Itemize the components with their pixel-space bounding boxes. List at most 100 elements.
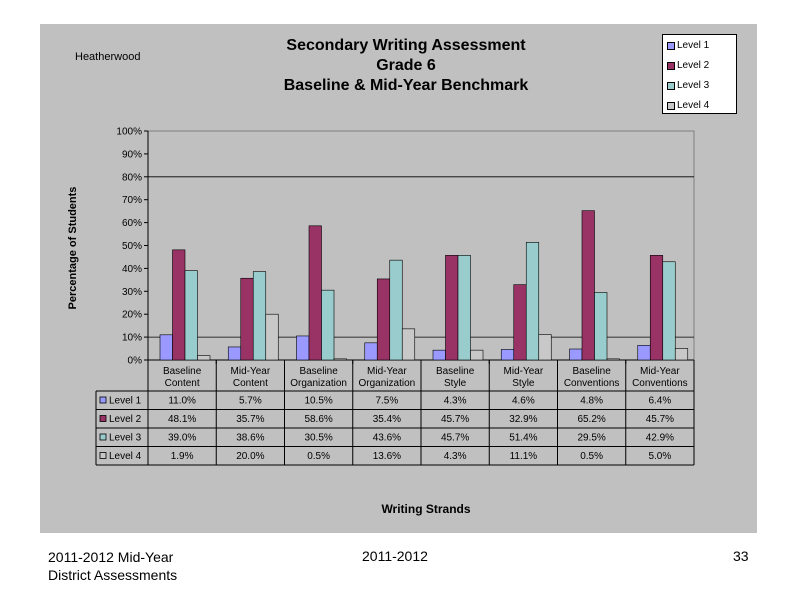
- table-swatch-level-2: [99, 415, 107, 422]
- bar-level-3: [389, 259, 403, 361]
- bar-level-3: [321, 289, 335, 361]
- bar-level-3: [594, 292, 608, 361]
- table-cell: 42.9%: [646, 433, 674, 444]
- bar-level-1: [364, 342, 378, 361]
- table-cell: 10.5%: [304, 396, 332, 407]
- table-cell: 39.0%: [168, 433, 196, 444]
- table-row-label: Level 3: [109, 433, 142, 444]
- table-cell: 35.7%: [236, 414, 264, 425]
- bar-level-2: [581, 210, 595, 361]
- bar-level-4: [197, 355, 211, 361]
- x-axis-label: Writing Strands: [381, 502, 471, 516]
- table-cell: 29.5%: [577, 433, 605, 444]
- bar-level-1: [500, 349, 515, 361]
- bar-level-4: [470, 349, 484, 361]
- table-cell: 1.9%: [171, 451, 194, 462]
- category-label: Conventions: [564, 378, 620, 389]
- category-label: Content: [233, 378, 268, 389]
- footer-left-line-2: District Assessments: [48, 567, 178, 583]
- table-cell: 45.7%: [441, 414, 469, 425]
- bar-level-2: [172, 249, 186, 361]
- bar-level-4: [265, 313, 279, 361]
- category-label: Organization: [290, 378, 347, 389]
- table-cell: 30.5%: [304, 433, 332, 444]
- y-tick-label: 60%: [122, 218, 142, 229]
- table-cell: 65.2%: [577, 414, 605, 425]
- bar-level-2: [445, 255, 459, 361]
- bar-level-1: [569, 348, 583, 361]
- category-label: Organization: [359, 378, 416, 389]
- y-tick-label: 40%: [122, 264, 142, 275]
- bar-level-2: [376, 278, 391, 361]
- legend-item-level-2: Level 2: [667, 60, 709, 72]
- legend-label: Level 3: [677, 80, 710, 91]
- y-tick-label: 30%: [122, 287, 142, 298]
- table-row-label: Level 1: [109, 396, 142, 407]
- y-tick-label: 80%: [122, 172, 142, 183]
- category-label: Style: [512, 378, 535, 389]
- table-cell: 5.7%: [239, 396, 262, 407]
- table-row-label: Level 4: [109, 451, 142, 462]
- category-label: Baseline: [163, 366, 202, 377]
- category-label: Mid-Year: [504, 366, 544, 377]
- category-label: Conventions: [632, 378, 688, 389]
- category-label: Baseline: [436, 366, 475, 377]
- table-cell: 13.6%: [373, 451, 401, 462]
- y-tick-label: 20%: [122, 310, 142, 321]
- plot-area: [147, 130, 695, 361]
- y-tick-label: 90%: [122, 149, 142, 160]
- bar-level-1: [432, 349, 446, 361]
- page-number: 33: [733, 548, 749, 564]
- bar-level-2: [308, 225, 322, 361]
- table-swatch-level-4: [99, 452, 107, 459]
- legend-swatch-level-2: [667, 62, 675, 70]
- y-tick-label: 50%: [122, 241, 142, 252]
- category-label: Style: [444, 378, 467, 389]
- table-cell: 45.7%: [646, 414, 674, 425]
- y-tick-label: 100%: [116, 127, 142, 138]
- bar-level-1: [637, 345, 651, 361]
- bar-level-2: [513, 284, 527, 361]
- chart-title: Secondary Writing Assessment Grade 6 Bas…: [236, 36, 576, 96]
- chart-legend: Level 1 Level 2 Level 3 Level 4: [662, 34, 737, 114]
- table-swatch-level-3: [99, 433, 107, 441]
- category-label: Content: [165, 378, 200, 389]
- title-line-2: Grade 6: [376, 57, 436, 74]
- legend-item-level-3: Level 3: [667, 80, 710, 92]
- y-tick-label: 70%: [122, 195, 142, 206]
- bar-level-4: [674, 348, 689, 361]
- table-cell: 45.7%: [441, 433, 469, 444]
- table-cell: 5.0%: [648, 451, 671, 462]
- table-cell: 0.5%: [580, 451, 603, 462]
- bar-level-1: [296, 335, 310, 361]
- table-cell: 38.6%: [236, 433, 264, 444]
- table-cell: 20.0%: [236, 451, 264, 462]
- table-cell: 7.5%: [375, 396, 398, 407]
- table-row-label: Level 2: [109, 414, 142, 425]
- legend-swatch-level-3: [667, 82, 675, 90]
- table-cell: 4.6%: [512, 396, 535, 407]
- table-cell: 4.3%: [444, 396, 467, 407]
- table-cell: 43.6%: [373, 433, 401, 444]
- category-label: Baseline: [572, 366, 611, 377]
- table-cell: 4.8%: [580, 396, 603, 407]
- category-label: Mid-Year: [640, 366, 680, 377]
- table-cell: 11.0%: [168, 396, 196, 407]
- bar-level-4: [538, 334, 552, 361]
- title-line-1: Secondary Writing Assessment: [286, 37, 526, 54]
- bar-level-1: [159, 334, 173, 361]
- table-cell: 35.4%: [373, 414, 401, 425]
- bar-level-3: [662, 261, 676, 361]
- category-label: Baseline: [299, 366, 338, 377]
- table-cell: 0.5%: [307, 451, 330, 462]
- bar-level-2: [240, 277, 254, 361]
- table-cell: 11.1%: [510, 451, 538, 462]
- table-cell: 48.1%: [168, 414, 196, 425]
- legend-item-level-4: Level 4: [667, 100, 709, 112]
- y-tick-label: 10%: [122, 333, 142, 344]
- footer-left-line-1: 2011-2012 Mid-Year: [48, 549, 174, 565]
- bar-level-3: [525, 241, 540, 361]
- footer-center: 2011-2012: [362, 548, 428, 564]
- footer-left: 2011-2012 Mid-Year District Assessments: [48, 548, 177, 584]
